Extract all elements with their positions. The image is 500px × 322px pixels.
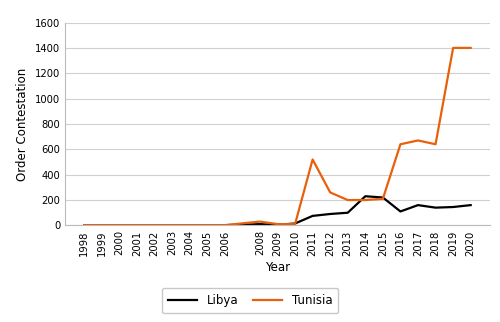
Tunisia	[116, 223, 122, 227]
Tunisia	[274, 222, 280, 226]
Tunisia	[222, 223, 228, 227]
Libya	[169, 223, 175, 227]
Line: Libya: Libya	[84, 196, 470, 225]
Tunisia	[344, 198, 350, 202]
Libya	[222, 223, 228, 227]
Tunisia	[292, 222, 298, 226]
Libya	[344, 211, 350, 215]
Libya	[432, 206, 438, 210]
Libya	[398, 210, 404, 213]
Libya	[450, 205, 456, 209]
Tunisia	[398, 142, 404, 146]
Tunisia	[204, 223, 210, 227]
Libya	[204, 223, 210, 227]
Libya	[380, 195, 386, 199]
X-axis label: Year: Year	[265, 261, 290, 274]
Tunisia	[152, 223, 158, 227]
Y-axis label: Order Contestation: Order Contestation	[16, 67, 30, 181]
Libya	[327, 212, 333, 216]
Tunisia	[450, 46, 456, 50]
Legend: Libya, Tunisia: Libya, Tunisia	[162, 288, 338, 313]
Line: Tunisia: Tunisia	[84, 48, 470, 225]
Libya	[362, 194, 368, 198]
Tunisia	[432, 142, 438, 146]
Libya	[134, 223, 140, 227]
Tunisia	[415, 138, 421, 142]
Tunisia	[186, 223, 192, 227]
Tunisia	[134, 223, 140, 227]
Libya	[292, 222, 298, 225]
Tunisia	[82, 223, 87, 227]
Tunisia	[362, 198, 368, 202]
Libya	[415, 203, 421, 207]
Libya	[152, 223, 158, 227]
Tunisia	[169, 223, 175, 227]
Tunisia	[99, 223, 105, 227]
Libya	[99, 223, 105, 227]
Tunisia	[380, 197, 386, 201]
Libya	[82, 223, 87, 227]
Tunisia	[310, 157, 316, 161]
Libya	[274, 223, 280, 227]
Tunisia	[257, 220, 263, 223]
Libya	[310, 214, 316, 218]
Libya	[116, 223, 122, 227]
Tunisia	[327, 191, 333, 194]
Libya	[468, 203, 473, 207]
Libya	[186, 223, 192, 227]
Tunisia	[468, 46, 473, 50]
Libya	[257, 222, 263, 226]
